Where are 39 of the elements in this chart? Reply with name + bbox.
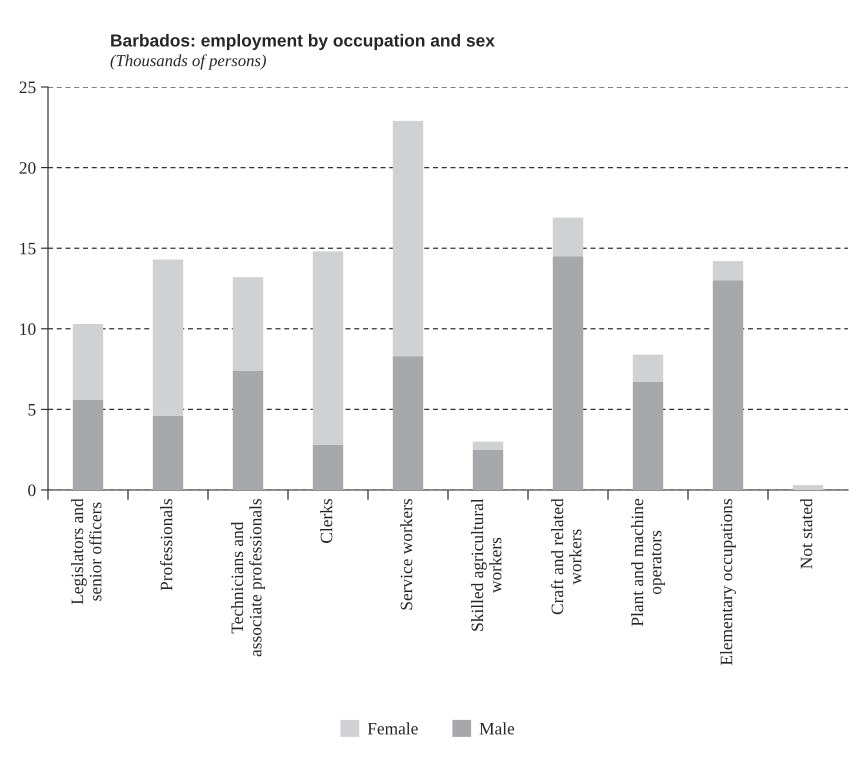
y-tick-label: 5 bbox=[28, 404, 36, 416]
bar bbox=[632, 382, 664, 490]
bar bbox=[552, 218, 584, 256]
bar bbox=[312, 251, 344, 445]
bar bbox=[392, 120, 424, 356]
bar bbox=[472, 442, 504, 450]
x-tick-label: Clerks bbox=[320, 498, 332, 543]
x-tick-label: Skilled agricultural workers bbox=[471, 498, 502, 631]
bar bbox=[712, 261, 744, 280]
x-tick-label: Plant and machine operators bbox=[631, 498, 665, 626]
bar bbox=[472, 450, 504, 490]
bar bbox=[152, 416, 184, 490]
bar bbox=[632, 354, 664, 382]
x-tick-label: Technicians and associate professionals bbox=[230, 498, 266, 656]
x-tick-label: Not stated bbox=[800, 498, 812, 569]
y-tick-label: 15 bbox=[20, 242, 36, 254]
y-tick-label: 0 bbox=[28, 484, 36, 496]
bar bbox=[392, 356, 424, 490]
legend-label: Female bbox=[368, 722, 418, 735]
bar bbox=[712, 280, 744, 490]
bar bbox=[72, 400, 104, 490]
x-tick-label: Craft and related workers bbox=[550, 498, 582, 614]
x-tick-label: Legislators and senior officers bbox=[71, 498, 102, 604]
y-tick-label: 20 bbox=[20, 162, 36, 174]
bar bbox=[72, 324, 104, 400]
x-tick-label: Elementary occupations bbox=[720, 498, 736, 666]
bar bbox=[232, 277, 264, 371]
bar bbox=[312, 444, 344, 490]
x-tick-label: Professionals bbox=[160, 498, 172, 590]
bar bbox=[552, 256, 584, 490]
bar bbox=[152, 259, 184, 416]
bar bbox=[792, 485, 824, 490]
chart-subtitle: (Thousands of persons) bbox=[110, 54, 266, 70]
y-tick-label: 25 bbox=[20, 82, 36, 94]
x-tick-label: Service workers bbox=[400, 498, 412, 610]
y-tick-label: 10 bbox=[20, 323, 36, 335]
legend-label: Male bbox=[480, 722, 514, 735]
bar bbox=[232, 370, 264, 490]
chart-title: Barbados: employment by occupation and sex bbox=[111, 34, 495, 50]
